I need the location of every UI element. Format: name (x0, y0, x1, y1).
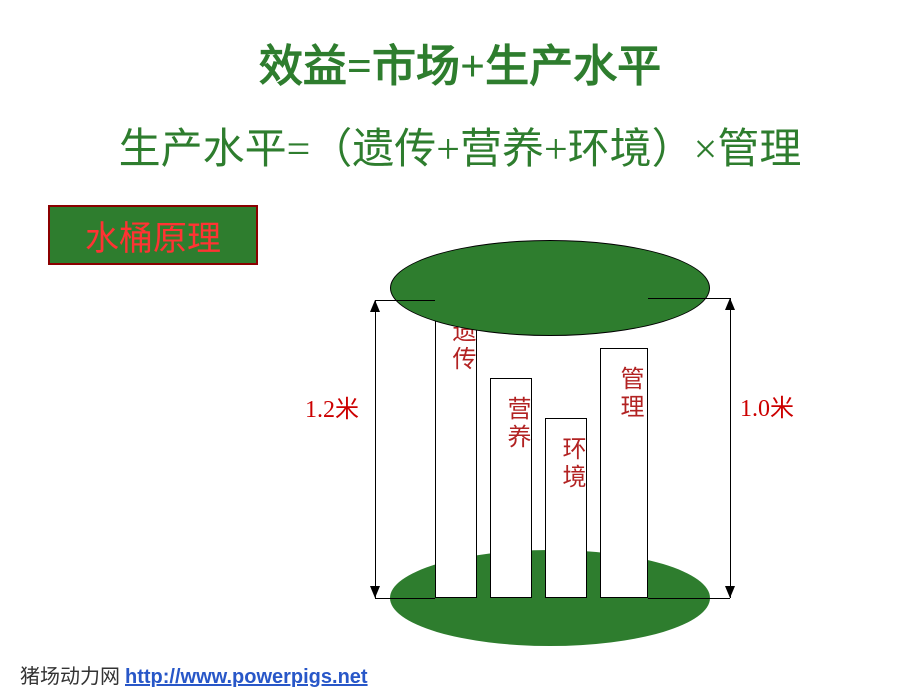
arrowhead-up-icon (370, 300, 380, 312)
footer-link[interactable]: http://www.powerpigs.net (125, 666, 368, 688)
title-primary: 效益=市场+生产水平 (0, 30, 920, 94)
title-primary-text: 效益=市场+生产水平 (259, 42, 661, 91)
title-secondary: 生产水平=（遗传+营养+环境）×管理 (0, 115, 920, 176)
bucket-stave-label: 营养 (499, 396, 534, 452)
bucket-stave-label: 环境 (554, 436, 589, 492)
bucket-diagram: 遗传营养环境管理 1.2米1.0米 (280, 238, 840, 648)
footer-prefix: 猪场动力网 (20, 666, 125, 688)
arrowhead-up-icon (725, 298, 735, 310)
title-secondary-text: 生产水平=（遗传+营养+环境）×管理 (119, 127, 802, 173)
dimension-tick (375, 598, 435, 599)
bucket-top-ellipse (390, 240, 710, 336)
footer: 猪场动力网 http://www.powerpigs.net (20, 660, 368, 689)
dimension-label: 1.2米 (305, 389, 359, 424)
dimension-vertical-line (730, 298, 731, 598)
dimension-tick (375, 300, 435, 301)
dimension-tick (648, 598, 730, 599)
principle-badge-text: 水桶原理 (85, 211, 221, 260)
arrowhead-down-icon (370, 586, 380, 598)
arrowhead-down-icon (725, 586, 735, 598)
principle-badge: 水桶原理 (48, 205, 258, 265)
bucket-stave-label: 管理 (612, 366, 647, 422)
dimension-vertical-line (375, 300, 376, 598)
dimension-label: 1.0米 (740, 388, 794, 423)
dimension-tick (648, 298, 730, 299)
